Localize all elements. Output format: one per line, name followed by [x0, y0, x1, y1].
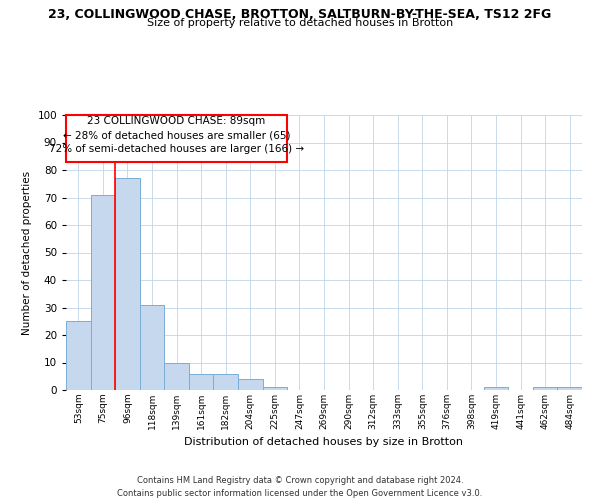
Text: 23 COLLINGWOOD CHASE: 89sqm
← 28% of detached houses are smaller (65)
72% of sem: 23 COLLINGWOOD CHASE: 89sqm ← 28% of det… — [49, 116, 304, 154]
Bar — [115, 178, 140, 390]
Text: Size of property relative to detached houses in Brotton: Size of property relative to detached ho… — [147, 18, 453, 28]
FancyBboxPatch shape — [66, 115, 287, 162]
Bar — [533, 387, 557, 390]
Text: Contains HM Land Registry data © Crown copyright and database right 2024.
Contai: Contains HM Land Registry data © Crown c… — [118, 476, 482, 498]
Text: 23, COLLINGWOOD CHASE, BROTTON, SALTBURN-BY-THE-SEA, TS12 2FG: 23, COLLINGWOOD CHASE, BROTTON, SALTBURN… — [49, 8, 551, 20]
Bar — [91, 194, 115, 390]
Bar — [263, 387, 287, 390]
Bar — [66, 322, 91, 390]
Bar — [484, 387, 508, 390]
Y-axis label: Number of detached properties: Number of detached properties — [22, 170, 32, 334]
Bar — [238, 379, 263, 390]
X-axis label: Distribution of detached houses by size in Brotton: Distribution of detached houses by size … — [185, 438, 464, 448]
Bar — [164, 362, 189, 390]
Bar — [189, 374, 214, 390]
Bar — [557, 387, 582, 390]
Bar — [140, 304, 164, 390]
Bar — [214, 374, 238, 390]
